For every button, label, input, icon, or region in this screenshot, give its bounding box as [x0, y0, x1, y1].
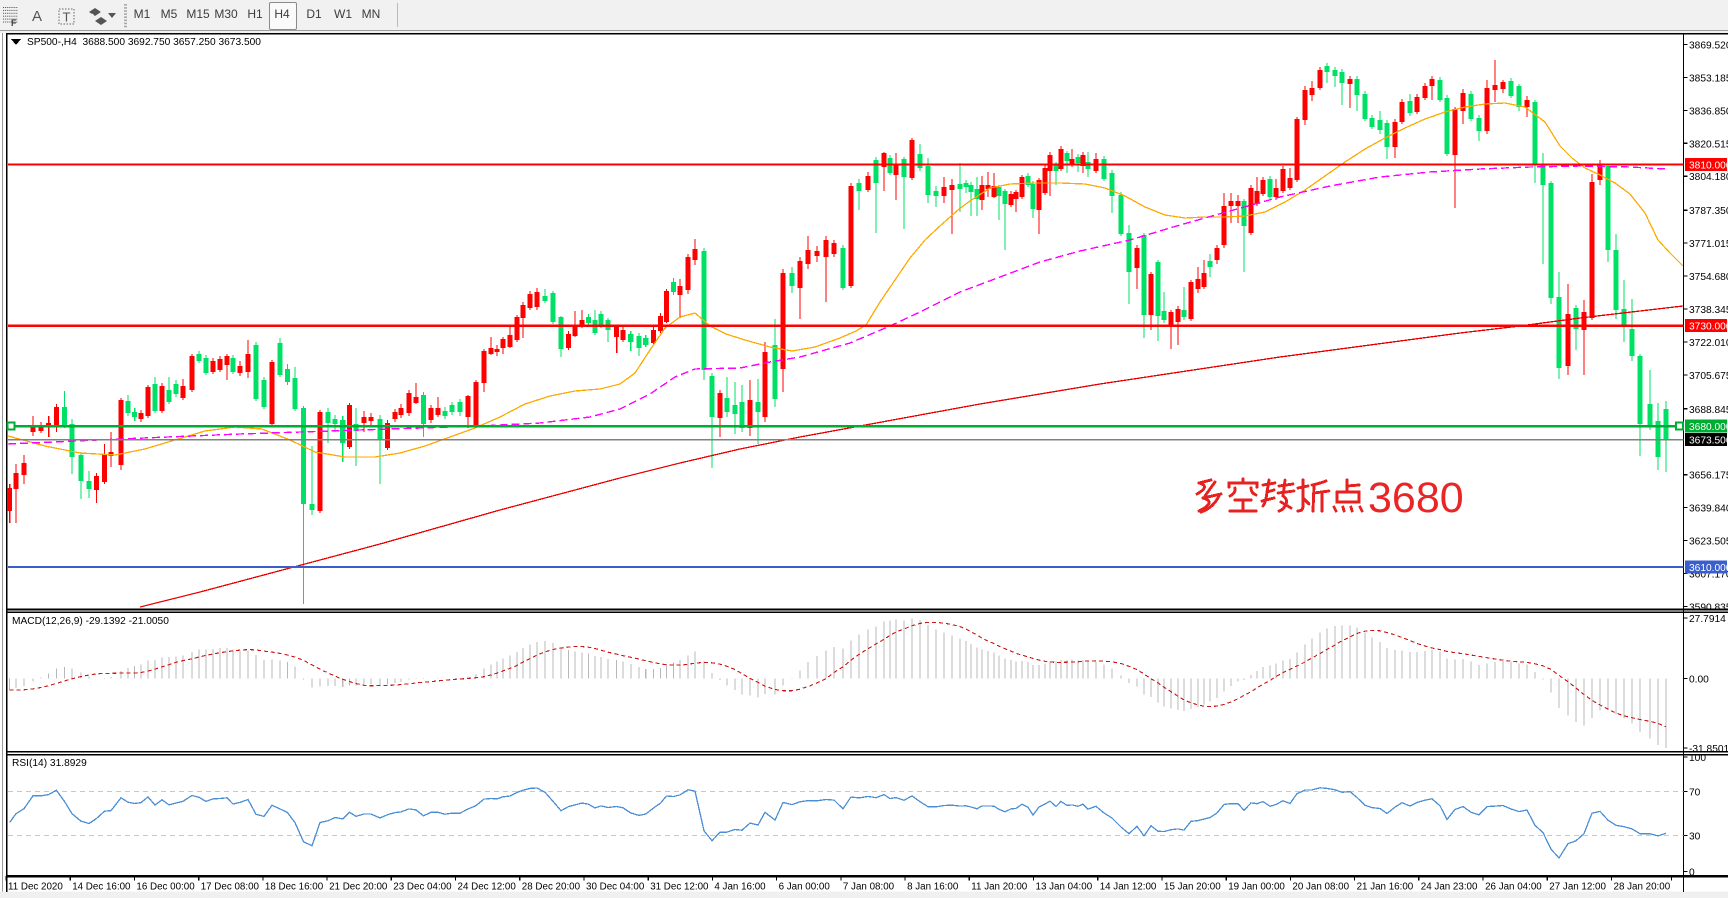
svg-text:18 Dec 16:00: 18 Dec 16:00	[265, 882, 324, 893]
svg-text:31 Dec 12:00: 31 Dec 12:00	[650, 882, 709, 893]
svg-text:A: A	[32, 8, 42, 25]
svg-text:27.7914: 27.7914	[1689, 614, 1726, 625]
svg-text:6 Jan 00:00: 6 Jan 00:00	[779, 882, 831, 893]
svg-text:RSI(14) 31.8929: RSI(14) 31.8929	[12, 758, 87, 769]
svg-text:70: 70	[1689, 788, 1701, 799]
svg-text:21 Jan 16:00: 21 Jan 16:00	[1357, 882, 1414, 893]
svg-text:16 Dec 00:00: 16 Dec 00:00	[136, 882, 195, 893]
svg-text:3680: 3680	[1368, 474, 1464, 522]
svg-text:3639.840: 3639.840	[1689, 504, 1728, 515]
svg-text:3656.175: 3656.175	[1689, 471, 1728, 482]
svg-text:11 Dec 2020: 11 Dec 2020	[8, 882, 63, 893]
svg-text:30: 30	[1689, 831, 1701, 842]
svg-text:3623.505: 3623.505	[1689, 537, 1728, 548]
svg-text:21 Dec 20:00: 21 Dec 20:00	[329, 882, 388, 893]
svg-text:3804.180: 3804.180	[1689, 172, 1728, 183]
svg-text:13 Jan 04:00: 13 Jan 04:00	[1036, 882, 1093, 893]
svg-text:3607.170: 3607.170	[1689, 570, 1728, 581]
svg-text:4 Jan 16:00: 4 Jan 16:00	[714, 882, 766, 893]
svg-text:3869.520: 3869.520	[1689, 41, 1728, 52]
svg-text:3610.000: 3610.000	[1689, 563, 1728, 574]
svg-text:23 Dec 04:00: 23 Dec 04:00	[393, 882, 452, 893]
svg-text:3853.185: 3853.185	[1689, 73, 1728, 84]
svg-text:SP500-,H4 3688.500 3692.750 3: SP500-,H4 3688.500 3692.750 3657.250 367…	[27, 37, 261, 48]
svg-text:14 Dec 16:00: 14 Dec 16:00	[72, 882, 131, 893]
svg-text:3754.680: 3754.680	[1689, 272, 1728, 283]
svg-text:11 Jan 20:00: 11 Jan 20:00	[971, 882, 1027, 893]
svg-text:F: F	[11, 18, 17, 28]
svg-text:-31.8501: -31.8501	[1689, 744, 1728, 755]
svg-text:3590.835: 3590.835	[1689, 602, 1728, 613]
svg-text:28 Dec 20:00: 28 Dec 20:00	[522, 882, 581, 893]
svg-text:3680.000: 3680.000	[1689, 422, 1728, 433]
svg-text:20 Jan 08:00: 20 Jan 08:00	[1292, 882, 1349, 893]
svg-text:8 Jan 16:00: 8 Jan 16:00	[907, 882, 959, 893]
svg-text:3730.000: 3730.000	[1689, 322, 1728, 333]
svg-text:3722.010: 3722.010	[1689, 338, 1728, 349]
svg-text:15 Jan 20:00: 15 Jan 20:00	[1164, 882, 1221, 893]
svg-text:24 Jan 23:00: 24 Jan 23:00	[1421, 882, 1478, 893]
svg-text:17 Dec 08:00: 17 Dec 08:00	[201, 882, 260, 893]
svg-text:28 Jan 20:00: 28 Jan 20:00	[1614, 882, 1671, 893]
svg-text:T: T	[63, 10, 71, 25]
svg-text:19 Jan 00:00: 19 Jan 00:00	[1228, 882, 1285, 893]
svg-text:3705.675: 3705.675	[1689, 371, 1728, 382]
svg-text:30 Dec 04:00: 30 Dec 04:00	[586, 882, 645, 893]
svg-text:3771.015: 3771.015	[1689, 239, 1728, 250]
svg-text:3820.515: 3820.515	[1689, 139, 1728, 150]
svg-text:27 Jan 12:00: 27 Jan 12:00	[1549, 882, 1606, 893]
svg-text:24 Dec 12:00: 24 Dec 12:00	[458, 882, 517, 893]
svg-text:3673.500: 3673.500	[1689, 436, 1728, 447]
svg-text:3810.000: 3810.000	[1689, 161, 1728, 172]
svg-text:0: 0	[1689, 868, 1695, 879]
svg-text:3787.350: 3787.350	[1689, 206, 1728, 217]
svg-text:14 Jan 12:00: 14 Jan 12:00	[1100, 882, 1157, 893]
svg-text:7 Jan 08:00: 7 Jan 08:00	[843, 882, 895, 893]
svg-text:26 Jan 04:00: 26 Jan 04:00	[1485, 882, 1542, 893]
svg-text:100: 100	[1689, 753, 1706, 764]
svg-text:3688.845: 3688.845	[1689, 405, 1728, 416]
svg-text:MACD(12,26,9) -29.1392 -21.005: MACD(12,26,9) -29.1392 -21.0050	[12, 616, 169, 627]
svg-text:3836.850: 3836.850	[1689, 106, 1728, 117]
svg-text:0.00: 0.00	[1689, 675, 1709, 686]
svg-text:3738.345: 3738.345	[1689, 305, 1728, 316]
